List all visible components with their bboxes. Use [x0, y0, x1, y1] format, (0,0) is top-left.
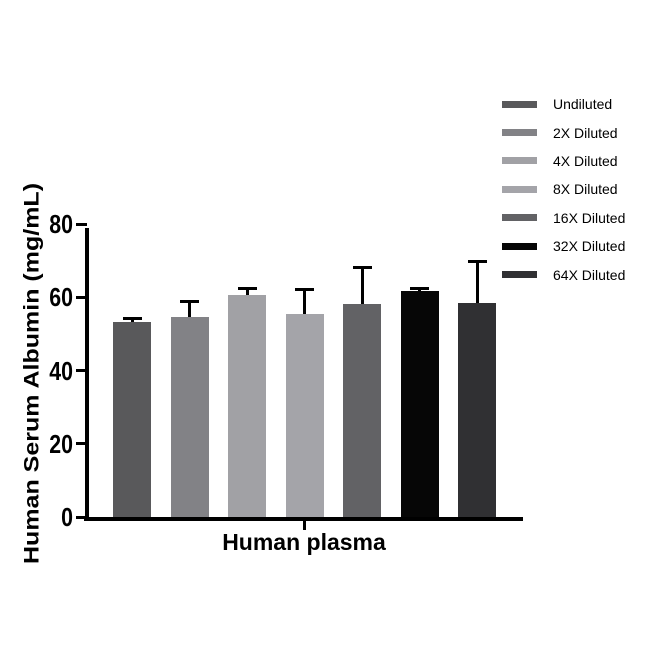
bar-64x-diluted [458, 303, 496, 517]
error-bar-line [188, 303, 191, 318]
legend-label: 32X Diluted [553, 238, 626, 255]
error-bar-line [418, 289, 421, 292]
error-bar-line [130, 319, 134, 322]
legend-label: 2X Diluted [553, 124, 618, 141]
y-tick-label: 20 [49, 428, 73, 459]
y-tick-label: 40 [49, 355, 73, 386]
legend-swatch [502, 185, 537, 193]
error-bar-line [475, 263, 479, 304]
legend-swatch [502, 100, 537, 108]
y-tick-label: 80 [49, 209, 73, 239]
y-axis-tick [76, 295, 87, 299]
legend-swatch [502, 214, 537, 222]
error-bar-cap [295, 288, 314, 292]
legend-swatch [502, 157, 537, 165]
legend-swatch [502, 129, 537, 137]
legend-item: 2X Diluted [502, 118, 625, 146]
bar-4x-diluted [228, 294, 266, 517]
x-axis-tick [303, 521, 306, 530]
error-bar-cap [352, 265, 372, 269]
legend-item: 4X Diluted [502, 147, 625, 175]
legend: Undiluted 2X Diluted 4X Diluted 8X Diluted 1… [502, 90, 625, 289]
legend-label: 8X Diluted [553, 181, 618, 198]
legend-label: Undiluted [553, 96, 613, 113]
legend-item: 64X Diluted [502, 260, 625, 288]
error-bar-line [360, 268, 364, 304]
y-axis-tick [76, 222, 87, 226]
error-bar-cap [410, 286, 429, 290]
error-bar-cap [467, 260, 487, 264]
error-bar-cap [122, 316, 142, 320]
y-tick-label: 0 [61, 502, 73, 532]
legend-swatch [502, 242, 537, 250]
error-bar-cap [180, 300, 199, 304]
error-bar-line [245, 289, 249, 295]
bar-32x-diluted [400, 291, 439, 517]
legend-item: 32X Diluted [502, 232, 625, 260]
legend-item: 16X Diluted [502, 204, 625, 232]
legend-label: 16X Diluted [553, 209, 626, 226]
x-axis-title: Human plasma [222, 529, 386, 555]
y-tick-label: 60 [49, 282, 73, 313]
y-axis-tick [76, 442, 87, 446]
y-axis-tick [76, 515, 87, 519]
bar-2x-diluted [170, 317, 209, 517]
legend-label: 4X Diluted [553, 152, 618, 169]
y-axis-line [85, 228, 89, 521]
x-axis-line [84, 517, 523, 521]
legend-swatch [502, 271, 537, 279]
error-bar-line [303, 291, 306, 314]
bar-16x-diluted [343, 303, 381, 517]
error-bar-cap [237, 286, 257, 290]
bar-undiluted [113, 321, 151, 517]
legend-item: 8X Diluted [502, 175, 625, 203]
bar-8x-diluted [285, 313, 324, 517]
legend-label: 64X Diluted [553, 266, 626, 283]
y-axis-tick [76, 369, 87, 372]
legend-item: Undiluted [502, 90, 625, 118]
